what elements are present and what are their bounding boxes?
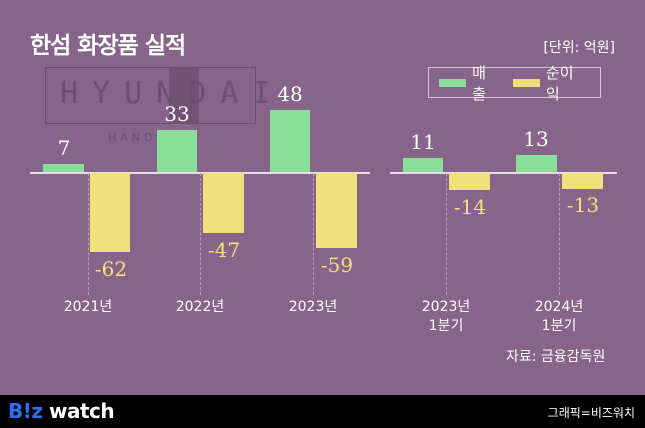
watermark-text: HYUNDAI xyxy=(60,76,285,111)
graphic-credit: 그래픽=비즈워치 xyxy=(547,406,635,420)
x-axis-annual xyxy=(30,172,370,174)
bar-profit-2024q1 xyxy=(562,173,603,189)
bar-sales-2021 xyxy=(43,164,84,172)
category-label: 2023년 xyxy=(288,299,338,315)
value-label: -47 xyxy=(207,238,241,262)
watermark-subtext: HANDS xyxy=(108,131,168,144)
logo-text: watch xyxy=(42,399,115,423)
bar-profit-2022 xyxy=(203,173,244,233)
footer-bar: B!z watch 그래픽=비즈워치 xyxy=(0,395,645,428)
legend-label: 매출 xyxy=(472,63,486,103)
category-label: 2022년 xyxy=(175,299,225,315)
x-axis-quarter xyxy=(390,172,617,174)
watermark-logo: HYUNDAI xyxy=(45,67,270,124)
watermark-block xyxy=(169,68,199,123)
legend-item-profit: 순이익 xyxy=(512,62,586,104)
value-label: -14 xyxy=(453,195,487,219)
bar-sales-2023q1 xyxy=(403,158,443,172)
category-year: 2023년 xyxy=(421,299,471,315)
bar-profit-2021 xyxy=(90,173,130,252)
category-label: 2021년 xyxy=(63,299,113,315)
divider-line xyxy=(559,173,560,295)
value-label: 13 xyxy=(523,127,549,151)
value-label: 11 xyxy=(410,130,436,154)
bar-profit-2023q1 xyxy=(449,173,490,190)
bar-sales-2024q1 xyxy=(516,155,557,172)
legend-item-sales: 매출 xyxy=(439,62,499,104)
divider-line xyxy=(446,173,447,295)
legend-label: 순이익 xyxy=(545,63,574,103)
divider-line xyxy=(200,173,201,295)
category-label-2024q1: 2024년 1분기 xyxy=(514,298,604,336)
value-label: 7 xyxy=(57,136,71,160)
legend-swatch-yellow xyxy=(512,78,540,87)
value-label: -59 xyxy=(320,253,354,277)
category-quarter: 1분기 xyxy=(541,318,577,334)
bizwatch-logo: B!z watch xyxy=(8,399,115,423)
value-label: -62 xyxy=(94,257,128,281)
category-year: 2024년 xyxy=(534,299,584,315)
value-label: -13 xyxy=(566,193,600,217)
unit-label: [단위: 억원] xyxy=(543,40,615,56)
category-label-2023q1: 2023년 1분기 xyxy=(401,298,491,336)
legend-swatch-green xyxy=(439,78,467,87)
category-quarter: 1분기 xyxy=(428,318,464,334)
value-label: 33 xyxy=(164,102,190,126)
divider-line xyxy=(313,173,314,295)
divider-line xyxy=(88,173,89,295)
bar-sales-2022 xyxy=(157,130,197,172)
page-title: 한섬 화장품 실적 xyxy=(30,33,186,59)
chart-legend: 매출 순이익 xyxy=(428,64,601,103)
bar-sales-2023 xyxy=(270,110,310,172)
source-note: 자료: 금융감독원 xyxy=(506,349,606,365)
logo-mark: B!z xyxy=(8,399,43,423)
bar-profit-2023 xyxy=(316,173,357,248)
value-label: 48 xyxy=(277,82,303,106)
